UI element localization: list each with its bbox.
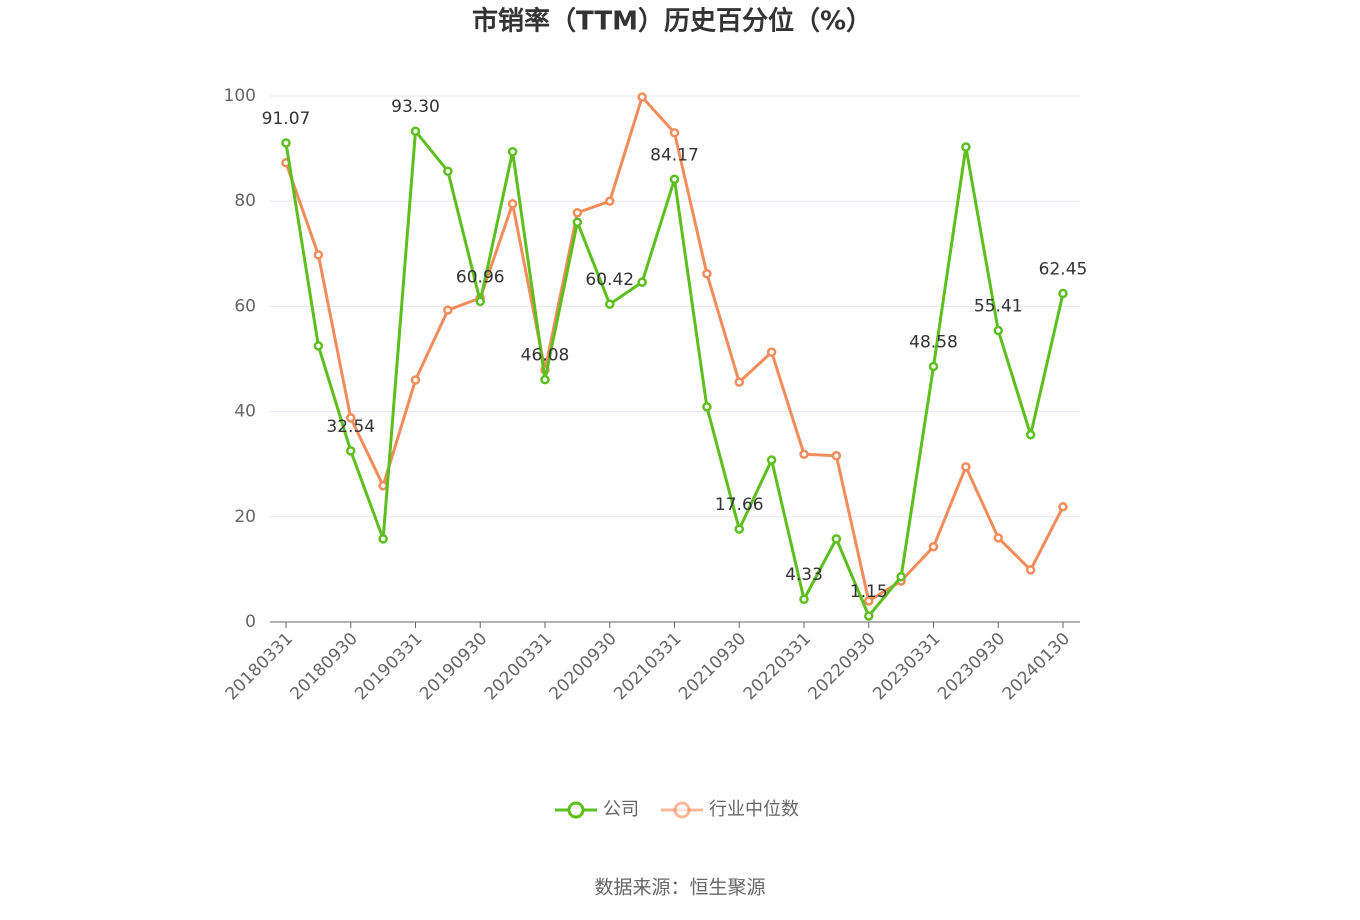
y-tick-label: 60 <box>234 296 256 316</box>
data-label: 84.17 <box>650 145 699 165</box>
x-tick-label: 20200331 <box>481 629 556 704</box>
data-point <box>864 596 874 606</box>
legend-marker <box>673 801 691 819</box>
data-label: 91.07 <box>262 109 311 129</box>
data-point <box>1025 565 1036 575</box>
data-point <box>443 305 453 315</box>
x-tick-label: 20190331 <box>351 629 426 704</box>
data-point <box>572 208 583 218</box>
data-point <box>799 594 809 604</box>
x-tick-label: 20230930 <box>934 629 1009 704</box>
source-note: 数据来源：恒生聚源 <box>594 877 765 899</box>
data-point <box>669 128 680 138</box>
legend-marker <box>567 801 585 819</box>
legend-label: 公司 <box>603 799 639 820</box>
data-point <box>734 377 744 387</box>
data-point <box>896 572 906 582</box>
data-point <box>637 92 647 102</box>
x-tick-label: 20200930 <box>545 629 620 704</box>
data-point <box>993 325 1003 336</box>
chart-title: 市销率（TTM）历史百分位（%） <box>472 6 872 37</box>
data-point <box>507 199 518 209</box>
data-point <box>831 534 842 544</box>
data-point <box>507 147 518 157</box>
y-tick-label: 0 <box>245 612 256 632</box>
y-tick-label: 80 <box>234 191 256 211</box>
data-point <box>281 138 291 148</box>
data-point <box>799 449 809 459</box>
legend-label: 行业中位数 <box>709 799 799 820</box>
data-point <box>410 126 421 136</box>
data-label: 55.41 <box>974 297 1023 317</box>
data-label: 1.15 <box>850 582 888 602</box>
data-point <box>605 196 615 206</box>
y-tick-label: 40 <box>234 402 256 422</box>
data-label: 93.30 <box>391 97 440 117</box>
data-point <box>961 462 971 472</box>
series-line <box>284 127 1065 619</box>
data-point <box>346 446 356 456</box>
data-label: 62.45 <box>1039 260 1088 280</box>
data-point <box>475 296 485 307</box>
data-point <box>313 341 324 351</box>
data-point <box>1058 288 1068 299</box>
data-point <box>766 347 777 357</box>
data-label: 46.08 <box>521 346 570 366</box>
data-label: 60.42 <box>585 270 634 290</box>
x-tick-label: 20180930 <box>286 629 361 704</box>
y-tick-label: 20 <box>234 507 256 527</box>
data-point <box>1025 429 1036 440</box>
x-tick-label: 20210331 <box>610 629 685 704</box>
data-point <box>410 375 421 385</box>
data-point <box>669 174 680 185</box>
x-tick-label: 20230331 <box>869 629 944 704</box>
data-point <box>993 533 1003 543</box>
data-point <box>928 542 939 552</box>
data-point <box>928 361 939 372</box>
data-point <box>346 413 356 423</box>
data-point <box>378 481 388 491</box>
data-point <box>572 217 583 227</box>
data-point <box>702 269 712 279</box>
data-label: 17.66 <box>715 495 764 515</box>
data-point <box>961 142 971 152</box>
data-label: 48.58 <box>909 332 958 352</box>
x-tick-label: 20180331 <box>222 629 297 704</box>
x-tick-label: 20220331 <box>740 629 815 704</box>
data-label: 60.96 <box>456 267 505 287</box>
x-tick-label: 20240130 <box>999 629 1074 704</box>
data-point <box>378 534 388 544</box>
data-point <box>1058 502 1068 512</box>
data-point <box>637 277 647 287</box>
x-tick-label: 20190930 <box>416 629 491 704</box>
data-point <box>605 299 615 309</box>
data-point <box>313 250 324 260</box>
data-point <box>734 524 744 534</box>
data-label: 4.33 <box>785 565 823 585</box>
data-point <box>443 166 453 176</box>
data-point <box>864 611 874 621</box>
data-point <box>540 374 550 385</box>
x-tick-label: 20220930 <box>804 629 879 704</box>
data-point <box>831 451 842 461</box>
data-point <box>766 455 777 465</box>
data-label: 32.54 <box>326 417 375 437</box>
y-tick-label: 100 <box>224 86 256 106</box>
x-tick-label: 20210930 <box>675 629 750 704</box>
data-point <box>702 402 712 412</box>
